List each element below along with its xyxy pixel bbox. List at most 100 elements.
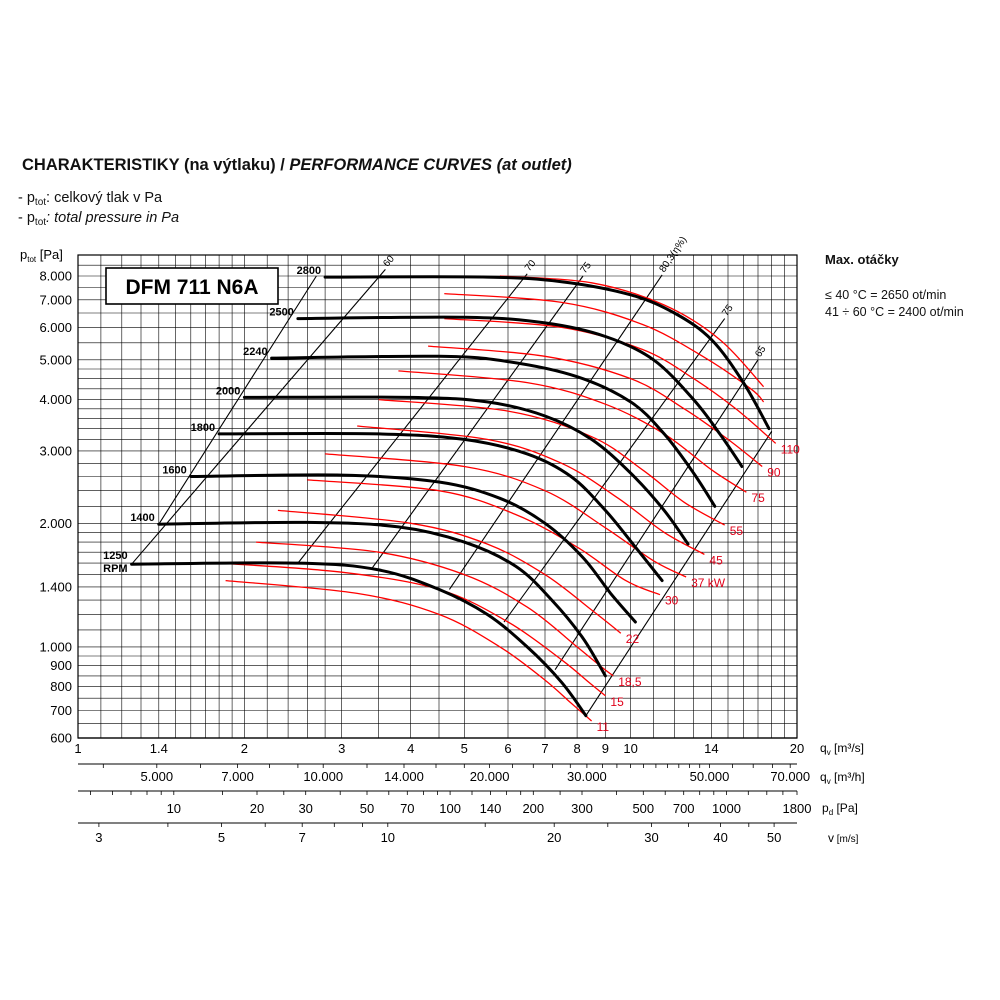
x-tick-v: 7: [299, 830, 306, 845]
rpm-label: 1800: [191, 422, 215, 434]
x-tick-qv-m3s: 6: [504, 741, 511, 756]
x-tick-qv-m3s: 3: [338, 741, 345, 756]
rpm-unit-label: RPM: [103, 563, 127, 575]
rpm-curve: [323, 275, 771, 431]
rpm-curve: [189, 473, 637, 624]
max-speed-60c: 41 ÷ 60 °C = 2400 ot/min: [825, 305, 964, 319]
x-tick-qv-m3s: 10: [623, 741, 637, 756]
x-tick-qv-m3h: 10.000: [303, 769, 343, 784]
rpm-label: 1400: [130, 512, 154, 524]
x-tick-qv-m3h: 50.000: [690, 769, 730, 784]
x-tick-pd: 70: [400, 801, 414, 816]
power-curves: [219, 275, 777, 722]
axis-pd-unit: pd [Pa]: [822, 801, 858, 817]
x-tick-qv-m3h: 14.000: [384, 769, 424, 784]
y-tick-label: 5.000: [39, 352, 72, 367]
rpm-label: 1250: [103, 550, 127, 562]
x-tick-v: 5: [218, 830, 225, 845]
model-label: DFM 711 N6A: [125, 276, 258, 299]
y-tick-label: 4.000: [39, 392, 72, 407]
y-tick-label: 800: [50, 679, 72, 694]
efficiency-label: 75: [579, 260, 595, 276]
power-curve: [428, 345, 763, 468]
x-tick-qv-m3s: 4: [407, 741, 414, 756]
rpm-curve: [270, 354, 717, 508]
y-tick-label: 600: [50, 731, 72, 746]
rpm-curve: [217, 432, 664, 583]
rpm-curve: [242, 395, 690, 546]
power-label: 75: [751, 491, 765, 505]
y-tick-label: 7.000: [39, 292, 72, 307]
legend-ptot-cz: - ptot: celkový tlak v Pa: [18, 190, 163, 208]
x-tick-pd: 300: [571, 801, 593, 816]
y-tick-label: 700: [50, 703, 72, 718]
x-tick-pd: 100: [439, 801, 461, 816]
power-curve: [499, 275, 765, 388]
x-tick-qv-m3h: 5.000: [141, 769, 174, 784]
power-label: 90: [767, 466, 781, 480]
x-tick-v: 50: [767, 830, 781, 845]
x-tick-v: 10: [381, 830, 395, 845]
x-tick-v: 40: [713, 830, 727, 845]
power-curve: [307, 479, 661, 596]
x-tick-qv-m3s: 14: [704, 741, 718, 756]
x-tick-pd: 10: [167, 801, 181, 816]
x-tick-pd: 20: [250, 801, 264, 816]
x-tick-v: 3: [95, 830, 102, 845]
power-label: 11: [597, 720, 610, 734]
power-curve: [444, 317, 777, 444]
power-label: 22: [626, 632, 640, 646]
rpm-curve: [130, 561, 588, 718]
y-axis-label: ptot [Pa]: [20, 247, 63, 264]
axis-qv-m3s-unit: qv [m³/s]: [820, 741, 864, 757]
x-tick-pd: 50: [360, 801, 374, 816]
power-label: 30: [665, 594, 679, 608]
power-curve: [378, 398, 726, 526]
y-tick-label: 3.000: [39, 443, 72, 458]
x-tick-qv-m3h: 20.000: [470, 769, 510, 784]
x-tick-pd: 1800: [783, 801, 812, 816]
legend-ptot-en: - ptot: total pressure in Pa: [18, 210, 180, 228]
x-tick-qv-m3s: 9: [602, 741, 609, 756]
power-label: 15: [610, 695, 624, 709]
power-curve: [357, 425, 705, 555]
x-tick-qv-m3s: 8: [573, 741, 580, 756]
rpm-label: 2240: [243, 346, 267, 358]
rpm-label: 2800: [297, 265, 321, 277]
efficiency-label: 70: [523, 258, 539, 274]
power-label: 37 kW: [691, 576, 726, 590]
x-tick-qv-m3s: 5: [461, 741, 468, 756]
x-tick-qv-m3h: 7.000: [221, 769, 254, 784]
rpm-curve: [157, 520, 607, 678]
axes: 8.000 7.000 6.000 5.000 4.000 3.000 2.000 1.400…: [20, 247, 865, 845]
axis-qv-m3h-unit: qv [m³/h]: [820, 770, 865, 786]
y-tick-label: 8.000: [39, 269, 72, 284]
rpm-curve: [296, 315, 744, 468]
x-tick-qv-m3s: 1: [74, 741, 81, 756]
power-label: 110: [781, 442, 800, 456]
x-tick-v: 20: [547, 830, 561, 845]
efficiency-line: [448, 274, 663, 590]
power-curve: [225, 579, 593, 722]
power-curve: [219, 562, 606, 697]
x-tick-pd: 30: [298, 801, 312, 816]
y-tick-label: 1.000: [39, 639, 72, 654]
efficiency-line: [158, 275, 317, 525]
x-tick-qv-m3h: 30.000: [567, 769, 607, 784]
x-tick-pd: 1000: [712, 801, 741, 816]
power-label: 55: [730, 524, 744, 538]
x-tick-pd: 140: [480, 801, 502, 816]
x-tick-qv-m3h: 70.000: [770, 769, 810, 784]
x-tick-qv-m3s: 2: [241, 741, 248, 756]
power-curve: [325, 453, 687, 578]
efficiency-line: [554, 359, 759, 671]
max-speed-title: Max. otáčky: [825, 252, 899, 267]
model-label-box: [105, 267, 279, 305]
y-tick-label: 2.000: [39, 516, 72, 531]
power-curve: [398, 370, 747, 493]
x-tick-pd: 500: [632, 801, 654, 816]
power-label: 18,5: [618, 675, 642, 689]
rpm-curves: [130, 275, 771, 718]
power-curve: [444, 292, 765, 403]
